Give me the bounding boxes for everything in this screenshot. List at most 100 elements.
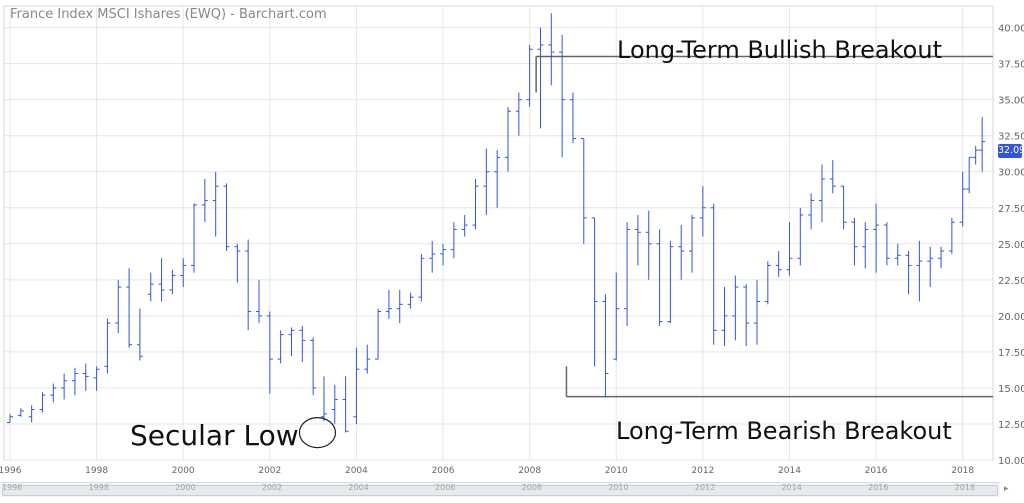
secular-low-label: Secular Low bbox=[130, 419, 299, 452]
ohlc-bar bbox=[966, 156, 973, 194]
scroll-year-label: 1996 bbox=[2, 483, 23, 492]
scroll-year-label: 1998 bbox=[88, 483, 109, 492]
ohlc-bar bbox=[580, 138, 587, 244]
ohlc-bar bbox=[656, 229, 663, 326]
ohlc-bar bbox=[515, 92, 522, 136]
gridlines bbox=[3, 5, 994, 461]
x-tick-label: 2002 bbox=[258, 466, 281, 476]
ohlc-bar bbox=[266, 311, 273, 394]
ohlc-bar bbox=[689, 214, 696, 273]
ohlc-bar bbox=[375, 308, 382, 360]
y-tick-label: 40.00 bbox=[998, 24, 1024, 35]
ohlc-bar bbox=[732, 275, 739, 341]
ohlc-bar bbox=[979, 116, 986, 172]
ohlc-bar bbox=[353, 347, 360, 424]
ohlc-bars bbox=[7, 13, 986, 433]
x-axis: 1996 1998 2000 2002 2004 2006 2008 2010 2012 2014… bbox=[0, 466, 974, 476]
y-tick-label: 10.00 bbox=[998, 456, 1024, 467]
scroll-year-label: 2014 bbox=[781, 483, 802, 492]
scroll-year-label: 2008 bbox=[521, 483, 542, 492]
ohlc-bar bbox=[927, 246, 934, 288]
x-tick-label: 2004 bbox=[345, 466, 368, 476]
ohlc-bar bbox=[894, 243, 901, 266]
ohlc-bar bbox=[418, 253, 425, 302]
y-tick-label: 30.00 bbox=[998, 168, 1024, 179]
y-tick-label: 35.00 bbox=[998, 96, 1024, 107]
ohlc-bar bbox=[862, 222, 869, 269]
x-tick-label: 2018 bbox=[951, 466, 974, 476]
ohlc-bar bbox=[948, 217, 955, 254]
x-tick-label: 2008 bbox=[518, 466, 541, 476]
x-tick-label: 2000 bbox=[172, 466, 195, 476]
ohlc-bar bbox=[7, 413, 13, 424]
ohlc-bar bbox=[396, 289, 403, 324]
ohlc-bar bbox=[223, 183, 230, 252]
ohlc-bar bbox=[39, 392, 46, 413]
ohlc-bar bbox=[450, 222, 457, 259]
bullish-breakout-label: Long-Term Bullish Breakout bbox=[617, 36, 942, 64]
x-tick-label: 2006 bbox=[432, 466, 455, 476]
ohlc-bar bbox=[613, 272, 620, 361]
ohlc-bar bbox=[136, 308, 143, 361]
ohlc-bar bbox=[883, 222, 890, 266]
ohlc-bar bbox=[667, 240, 674, 324]
ohlc-bar bbox=[310, 337, 317, 396]
ohlc-bar bbox=[483, 148, 490, 215]
x-tick-label: 2010 bbox=[605, 466, 628, 476]
ohlc-bar bbox=[17, 408, 24, 417]
ohlc-bar bbox=[115, 279, 122, 334]
ohlc-bar bbox=[775, 251, 782, 277]
ohlc-bar bbox=[288, 327, 295, 357]
ohlc-bar bbox=[169, 269, 176, 295]
scroll-right-icon[interactable]: ▸ bbox=[1004, 484, 1009, 494]
scroll-year-label: 2018 bbox=[954, 483, 976, 492]
ohlc-bar bbox=[786, 222, 793, 276]
ohlc-bar bbox=[526, 44, 533, 107]
y-tick-label: 12.50 bbox=[998, 420, 1024, 431]
ohlc-bar bbox=[591, 217, 598, 367]
y-tick-label: 20.00 bbox=[998, 312, 1024, 323]
ohlc-bar bbox=[959, 171, 966, 227]
ohlc-bar bbox=[342, 376, 349, 433]
ohlc-bar bbox=[905, 251, 912, 295]
ohlc-bar bbox=[277, 330, 284, 364]
ohlc-bar bbox=[61, 373, 68, 400]
ohlc-bar bbox=[331, 385, 338, 424]
last-price-badge: 32.09 bbox=[998, 144, 1024, 158]
y-tick-label: 37.50 bbox=[998, 60, 1024, 71]
y-tick-label: 32.50 bbox=[998, 132, 1024, 143]
ohlc-bar bbox=[873, 203, 880, 273]
x-tick-label: 2014 bbox=[778, 466, 801, 476]
ohlc-bar bbox=[180, 258, 187, 288]
ohlc-bar bbox=[851, 217, 858, 266]
scroll-year-label: 2004 bbox=[348, 483, 369, 492]
scrollbar-handle[interactable] bbox=[2, 485, 998, 496]
ohlc-bar bbox=[972, 145, 979, 165]
ohlc-bar bbox=[624, 222, 631, 326]
ohlc-bar bbox=[829, 160, 836, 194]
ohlc-bar bbox=[721, 287, 728, 347]
ohlc-bar bbox=[494, 150, 501, 208]
ohlc-bar bbox=[28, 405, 35, 423]
bearish-breakout-label: Long-Term Bearish Breakout bbox=[616, 417, 952, 445]
ohlc-bar bbox=[472, 178, 479, 230]
ohlc-bar bbox=[808, 193, 815, 230]
ohlc-bar bbox=[548, 13, 555, 86]
x-tick-label: 1998 bbox=[85, 466, 108, 476]
plot-frame bbox=[3, 5, 994, 461]
secular-low-circle bbox=[298, 417, 337, 449]
scroll-year-label: 2006 bbox=[435, 483, 456, 492]
y-tick-label: 17.50 bbox=[998, 348, 1024, 359]
ohlc-bar bbox=[916, 240, 923, 302]
ohlc-bar bbox=[385, 289, 392, 319]
ohlc-bar bbox=[753, 279, 760, 345]
ohlc-bar bbox=[407, 292, 414, 309]
scroll-year-label: 2016 bbox=[868, 483, 889, 492]
ohlc-bar bbox=[710, 203, 717, 345]
ohlc-bar bbox=[440, 243, 447, 266]
ohlc-bar bbox=[201, 178, 208, 223]
ohlc-bar bbox=[50, 383, 57, 403]
ohlc-bar bbox=[71, 367, 78, 396]
time-scrollbar[interactable]: 1996 1998 2000 2002 2004 2006 2008 2010 2012 2014… bbox=[0, 482, 1000, 497]
